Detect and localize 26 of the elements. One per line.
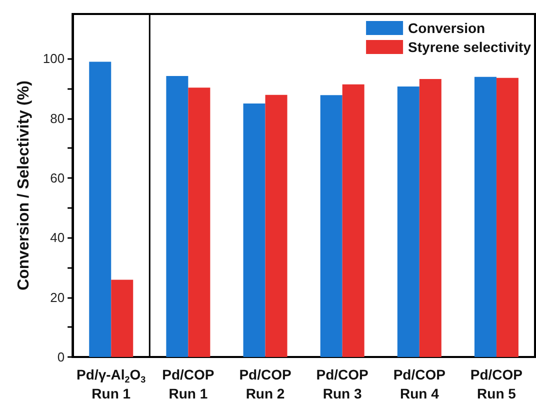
legend-label: Styrene selectivity <box>408 39 532 55</box>
x-tick-label: Pd/COP Run 1 <box>162 366 214 402</box>
bar <box>320 95 342 357</box>
y-tick-label: 100 <box>42 51 65 66</box>
x-tick-label: Pd/COP Run 2 <box>239 366 292 402</box>
y-tick-label: 20 <box>50 290 65 305</box>
bar <box>265 94 288 357</box>
bar <box>89 62 112 357</box>
x-tick-label: Pd/COP Run 5 <box>470 366 523 402</box>
bar <box>419 79 442 357</box>
bar <box>342 84 364 357</box>
x-tick-label: Pd/COP Run 4 <box>393 366 446 402</box>
legend-label: Conversion <box>408 20 486 36</box>
bar <box>474 76 496 357</box>
bar <box>166 76 188 357</box>
bar <box>243 103 266 357</box>
y-tick-label: 0 <box>57 350 65 364</box>
bar <box>496 78 518 357</box>
y-tick-label: 80 <box>50 110 65 126</box>
bar <box>188 88 210 357</box>
y-tick-label: 60 <box>50 170 65 186</box>
y-axis-title: Conversion / Selectivity (%) <box>16 80 32 290</box>
bar <box>111 280 134 357</box>
y-tick-label: 40 <box>50 230 65 246</box>
x-tick-label: Pd/COP Run 3 <box>316 366 368 402</box>
bar <box>397 86 420 357</box>
